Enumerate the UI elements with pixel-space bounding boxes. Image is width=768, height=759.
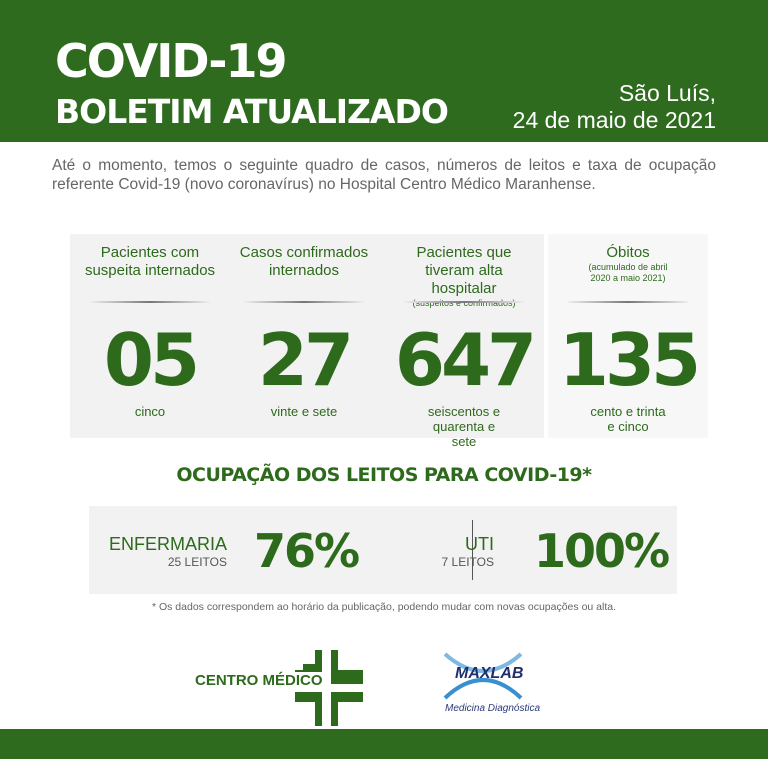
occupancy-box: ENFERMARIA 25 LEITOS 76% UTI 7 LEITOS 100%: [89, 506, 677, 594]
footnote: * Os dados correspondem ao horário da pu…: [151, 601, 617, 613]
card-suspected: Pacientes com suspeita internados 05 cin…: [70, 234, 230, 438]
ward-percent: 76%: [254, 524, 360, 578]
maxlab-subtitle: Medicina Diagnóstica: [445, 703, 541, 714]
icu-name: UTI: [465, 534, 494, 554]
divider: [404, 301, 524, 303]
card-confirmed: Casos confirmados internados 27 vinte e …: [224, 234, 384, 438]
occupancy-title: OCUPAÇÃO DOS LEITOS PARA COVID-19*: [176, 464, 592, 486]
maxlab-swoosh-icon: [443, 652, 523, 700]
icu-beds: 7 LEITOS: [441, 555, 494, 569]
card-title: Óbitos: [606, 244, 650, 261]
footer-bar: [0, 729, 768, 759]
card-value: 05: [103, 318, 200, 402]
card-title: Casos confirmados internados: [239, 244, 369, 279]
card-value: 647: [394, 318, 537, 402]
card-subtitle: (acumulado de abril 2020 a maio 2021): [588, 262, 668, 283]
card-value: 27: [257, 318, 354, 402]
card-words: cinco: [134, 404, 166, 419]
ward-name: ENFERMARIA: [109, 534, 228, 554]
date: 24 de maio de 2021: [512, 107, 716, 133]
header-banner: COVID-19 BOLETIM ATUALIZADO São Luís, 24 …: [0, 0, 768, 142]
title: COVID-19: [55, 34, 287, 88]
card-deaths: Óbitos (acumulado de abril 2020 a maio 2…: [548, 234, 708, 438]
card-discharged: Pacientes que tiveram alta hospitalar (s…: [384, 234, 544, 449]
card-value: 135: [558, 318, 701, 402]
ward-label: ENFERMARIA 25 LEITOS: [109, 534, 227, 569]
icu-label: UTI 7 LEITOS: [409, 534, 494, 569]
card-words: cento e trinta e cinco: [590, 404, 666, 434]
centro-medico-logo: CENTRO MÉDICO: [195, 640, 370, 730]
centro-logo-text: CENTRO MÉDICO: [195, 672, 325, 689]
card-words: seiscentos e quarenta e sete: [427, 404, 501, 449]
maxlab-text: MAXLAB: [455, 665, 524, 682]
subtitle: BOLETIM ATUALIZADO: [55, 92, 449, 131]
maxlab-logo: MAXLAB Medicina Diagnóstica: [443, 648, 573, 718]
ward-beds: 25 LEITOS: [167, 555, 228, 569]
card-words: vinte e sete: [270, 404, 338, 419]
card-subtitle: (suspeitos e confirmados): [412, 298, 516, 308]
city: São Luís,: [618, 80, 716, 106]
card-title: Pacientes com suspeita internados: [84, 244, 216, 279]
card-title: Pacientes que tiveram alta hospitalar: [416, 244, 512, 297]
icu-percent: 100%: [534, 524, 670, 578]
intro-text: Até o momento, temos o seguinte quadro d…: [52, 157, 716, 193]
separator: [472, 520, 473, 580]
location-date: São Luís, 24 de maio de 2021: [513, 80, 716, 134]
divider: [90, 301, 210, 303]
divider: [244, 301, 364, 303]
divider: [568, 301, 688, 303]
